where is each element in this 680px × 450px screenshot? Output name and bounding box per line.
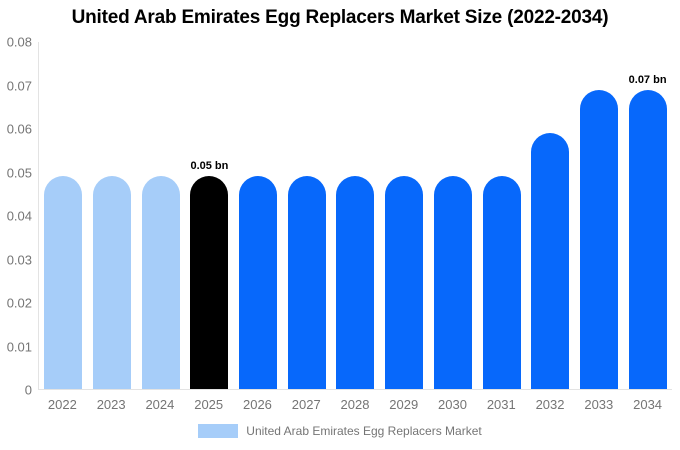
- x-axis-label-2023: 2023: [96, 397, 126, 412]
- x-axis-label-2025: 2025: [194, 397, 224, 412]
- bar-2023: [93, 176, 132, 389]
- bar-2034: [628, 90, 667, 389]
- y-tick-label-0.04: 0.04: [6, 208, 32, 224]
- bar-2030: [433, 176, 472, 389]
- bar-column-2031: [477, 42, 526, 389]
- y-tick-label-0: 0: [24, 382, 32, 398]
- bar-column-2024: [136, 42, 185, 389]
- x-axis-label-2028: 2028: [340, 397, 370, 412]
- bar-2026: [239, 176, 278, 389]
- bar-2024: [141, 176, 180, 389]
- x-axis-label-2030: 2030: [438, 397, 467, 412]
- y-axis: 0 0.01 0.02 0.03 0.04 0.05 0.06 0.07 0.08: [0, 35, 32, 398]
- x-axis-label-2024: 2024: [145, 397, 175, 412]
- legend-item[interactable]: United Arab Emirates Egg Replacers Marke…: [0, 424, 680, 438]
- bar-column-2032: [526, 42, 575, 389]
- y-tick-label-0.06: 0.06: [6, 121, 32, 137]
- x-axis-label-2031: 2031: [486, 397, 516, 412]
- bar-2025: [190, 176, 229, 389]
- bar-2027: [287, 176, 326, 389]
- legend-swatch: [198, 424, 239, 438]
- plot-area: 0.05 bn 0.07 bn: [38, 42, 672, 390]
- bar-2033: [579, 90, 618, 389]
- x-axis-label-2032: 2032: [535, 397, 565, 412]
- x-axis-label-2027: 2027: [291, 397, 321, 412]
- y-tick-label-0.05: 0.05: [6, 165, 32, 180]
- chart-title: United Arab Emirates Egg Replacers Marke…: [71, 7, 609, 28]
- bar-column-2033: [575, 42, 624, 389]
- bar-2028: [336, 176, 375, 389]
- bar-column-2023: [88, 42, 137, 389]
- y-tick-label-0.03: 0.03: [6, 252, 32, 267]
- bar-column-2026: [234, 42, 283, 389]
- bar-value-label-2025: 0.05 bn: [190, 160, 229, 172]
- y-tick-label-0.02: 0.02: [6, 295, 32, 311]
- legend-label: United Arab Emirates Egg Replacers Marke…: [246, 424, 482, 438]
- bar-2031: [482, 176, 521, 389]
- bar-2022: [44, 176, 83, 389]
- x-axis-label-2034: 2034: [633, 397, 663, 412]
- y-tick-label-0.01: 0.01: [6, 339, 32, 354]
- x-axis: 2022 2023 2024 2025 2026 2027 2028 2029 2030 2031…: [38, 397, 672, 412]
- x-axis-label-2033: 2033: [584, 397, 614, 412]
- x-axis-label-2022: 2022: [47, 397, 77, 412]
- bar-column-2028: [331, 42, 380, 389]
- bar-2029: [385, 176, 424, 389]
- bar-column-2030: [429, 42, 478, 389]
- bar-2032: [531, 133, 570, 389]
- bar-column-2025: 0.05 bn: [185, 42, 234, 389]
- bar-column-2029: [380, 42, 429, 389]
- y-tick-label-0.07: 0.07: [6, 78, 32, 93]
- bar-value-label-2034: 0.07 bn: [628, 74, 667, 86]
- y-tick-label-0.08: 0.08: [6, 34, 32, 50]
- x-axis-label-2029: 2029: [389, 397, 419, 412]
- bar-column-2022: [39, 42, 88, 389]
- bar-column-2034: 0.07 bn: [623, 42, 672, 389]
- bar-column-2027: [282, 42, 331, 389]
- x-axis-label-2026: 2026: [242, 397, 272, 412]
